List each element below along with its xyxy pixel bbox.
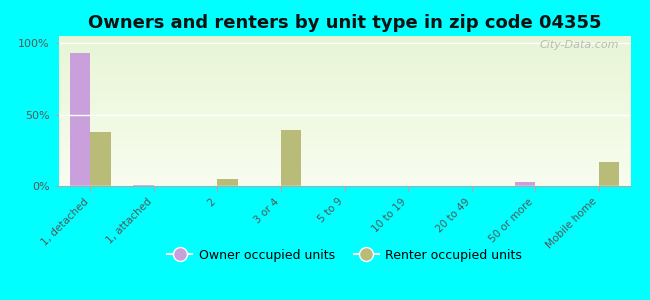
- Text: City-Data.com: City-Data.com: [540, 40, 619, 50]
- Legend: Owner occupied units, Renter occupied units: Owner occupied units, Renter occupied un…: [162, 244, 526, 267]
- Bar: [599, 162, 619, 186]
- Bar: [281, 130, 302, 186]
- Bar: [217, 179, 238, 186]
- Bar: [70, 53, 90, 186]
- Bar: [133, 184, 154, 186]
- Bar: [515, 182, 535, 186]
- Bar: [90, 132, 110, 186]
- Title: Owners and renters by unit type in zip code 04355: Owners and renters by unit type in zip c…: [88, 14, 601, 32]
